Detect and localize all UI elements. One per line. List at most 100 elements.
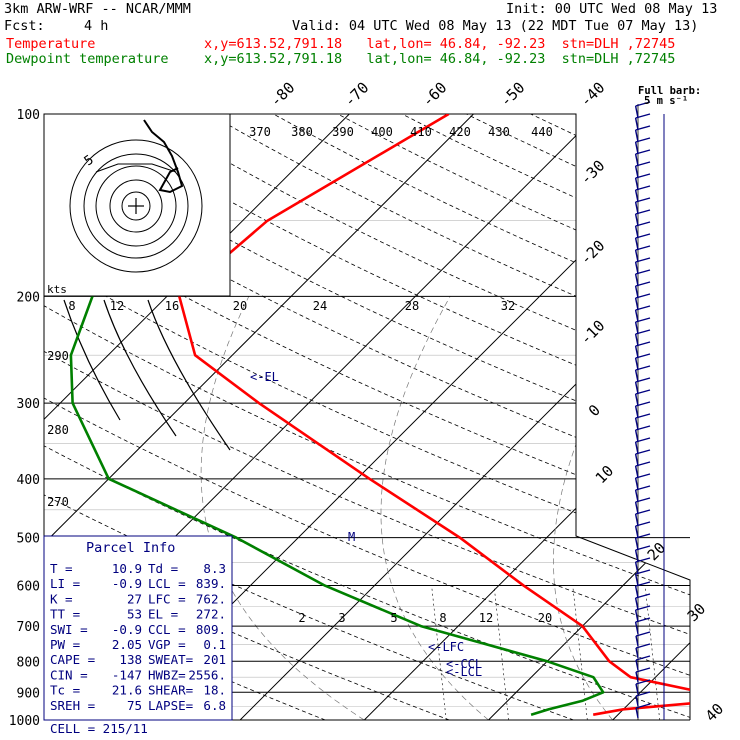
temperature-location: x,y=613.52,791.18 lat,lon= 46.84, -92.23…: [204, 36, 676, 52]
speed-label: 20: [233, 299, 247, 313]
wind-barb: [634, 561, 639, 575]
parcel-value: 27: [127, 591, 142, 606]
wind-barb: [634, 453, 639, 467]
speed-arc: [147, 299, 231, 451]
parcel-value: 809.: [196, 622, 226, 637]
theta-label: 290: [47, 349, 69, 363]
speed-label: 16: [165, 299, 179, 313]
hodograph-frame: [43, 113, 231, 297]
wind-barb: [634, 273, 639, 287]
theta-label: 380: [291, 125, 313, 139]
isotherm-label: -30: [577, 157, 609, 189]
dewpoint-legend-label: Dewpoint temperature: [6, 51, 169, 67]
speed-label: 8: [68, 299, 75, 313]
speed-arc: [63, 299, 121, 421]
wind-barb: [635, 695, 639, 707]
wind-barb: [634, 357, 639, 371]
pressure-label: 400: [17, 473, 40, 488]
parcel-value: LCL =: [148, 576, 186, 591]
speed-label: 28: [405, 299, 419, 313]
parcel-value: Td =: [148, 561, 178, 576]
dry-adiabat: [44, 114, 690, 720]
parcel-value: 75: [127, 698, 142, 713]
speed-label: 24: [313, 299, 327, 313]
pressure-label: 600: [17, 580, 40, 595]
wind-barb: [634, 201, 639, 215]
level-annotation: M: [348, 530, 355, 544]
wind-barb: [634, 573, 639, 587]
theta-label: 280: [47, 423, 69, 437]
pressure-label: 700: [17, 620, 40, 635]
barb-legend-value: 5 m s⁻¹: [644, 95, 688, 107]
wind-barb: [634, 621, 639, 635]
parcel-value: SREH =: [50, 698, 95, 713]
barb-legend: Full barb: 5 m s⁻¹: [638, 85, 701, 107]
isotherm-label: -70: [341, 79, 373, 111]
pressure-label: 300: [17, 397, 40, 412]
mixing-ratio-label: 3: [338, 611, 345, 625]
parcel-value: 762.: [196, 591, 226, 606]
wind-barb: [635, 647, 639, 659]
wind-barb: [634, 525, 639, 539]
isotherm: [363, 114, 690, 720]
parcel-value: 2556.: [188, 667, 226, 682]
wind-barb: [634, 141, 639, 155]
wind-barb: [634, 405, 639, 419]
isotherm: [239, 114, 690, 720]
parcel-value: 272.: [196, 607, 226, 622]
level-annotation: <-LFC: [428, 640, 464, 654]
parcel-value: LAPSE=: [148, 698, 193, 713]
wind-barb: [635, 683, 639, 695]
parcel-value: SHEAR=: [148, 683, 193, 698]
parcel-value: -0.9: [112, 576, 142, 591]
wind-barb: [634, 369, 639, 383]
moist-adiabat: [380, 296, 489, 720]
mixing-ratio-line: [708, 586, 723, 720]
parcel-value: T =: [50, 561, 73, 576]
parcel-value: VGP =: [148, 637, 186, 652]
pressure-label: 900: [17, 686, 40, 701]
dewpoint-curve: [69, 114, 605, 716]
wind-barb: [634, 513, 639, 527]
temperature-curve: [178, 114, 690, 716]
isotherm-label: -80: [267, 79, 299, 111]
isotherm-label: -10: [577, 317, 609, 349]
wind-barb: [634, 333, 639, 347]
storm-motion-trace: [95, 163, 177, 173]
parcel-value: 53: [127, 607, 142, 622]
isotherm-label: -50: [497, 79, 529, 111]
pressure-label: 200: [17, 290, 40, 305]
parcel-value: SWI =: [50, 622, 88, 637]
wind-barb: [635, 671, 639, 683]
parcel-value: 8.3: [203, 561, 226, 576]
isotherm: [612, 114, 690, 720]
wind-barb: [634, 477, 639, 491]
speed-label: 32: [501, 299, 515, 313]
level-annotation: <-LCL: [446, 665, 482, 679]
parcel-value: 21.6: [112, 683, 142, 698]
isotherm-label: 20: [644, 539, 670, 565]
parcel-value: 2.05: [112, 637, 142, 652]
wind-barb: [635, 635, 639, 647]
forecast-label: Fcst:: [4, 18, 45, 34]
wind-barbs: [634, 101, 665, 720]
parcel-value: SWEAT=: [148, 652, 193, 667]
parcel-value: 201: [203, 652, 226, 667]
dewpoint-location: x,y=613.52,791.18 lat,lon= 46.84, -92.23…: [204, 51, 676, 67]
parcel-value: 839.: [196, 576, 226, 591]
wind-barb: [634, 537, 639, 551]
parcel-cell: CELL = 215/11: [50, 721, 148, 736]
wind-barb: [634, 321, 639, 335]
barb-legend-title: Full barb:: [638, 85, 701, 97]
wind-barb: [634, 489, 639, 503]
plot-border: [44, 113, 691, 720]
wind-barb: [634, 465, 639, 479]
parcel-value: LI =: [50, 576, 80, 591]
wind-barb: [634, 237, 639, 251]
dry-adiabat: [44, 114, 574, 720]
wind-barb: [634, 417, 639, 431]
mixing-ratio-label: 8: [439, 611, 446, 625]
theta-label: 430: [488, 125, 510, 139]
isotherm-label: 40: [702, 700, 728, 726]
